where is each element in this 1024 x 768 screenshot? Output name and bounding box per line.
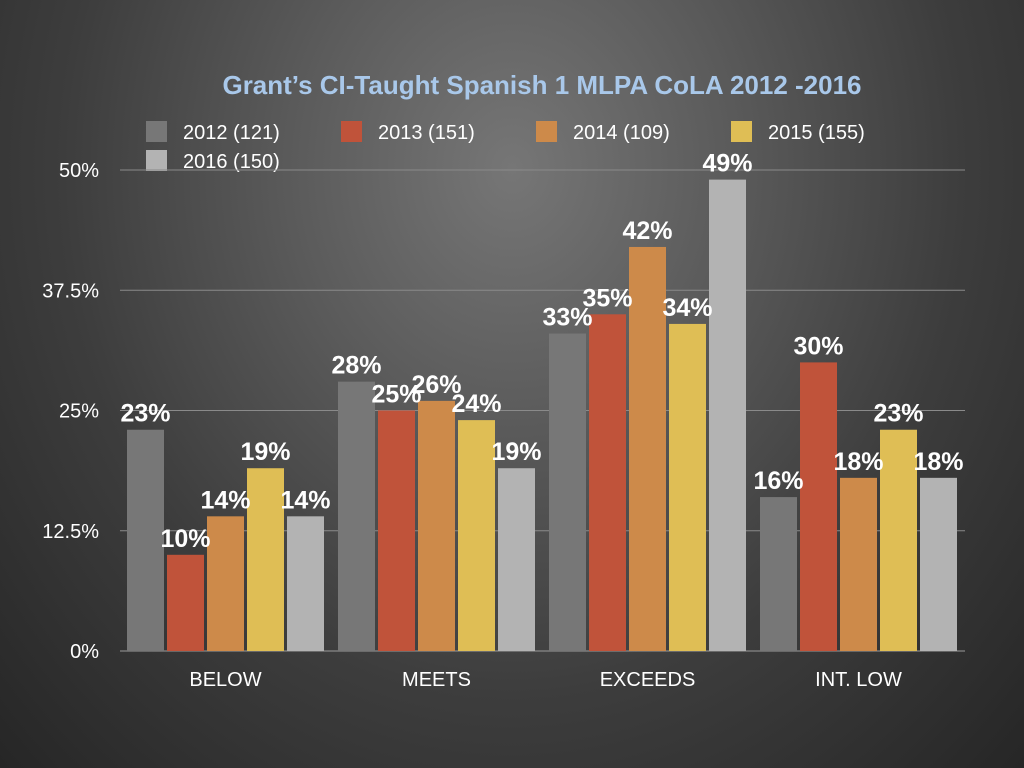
legend-label: 2013 (151): [378, 122, 475, 144]
data-label: 14%: [280, 486, 330, 514]
x-tick-label: EXCEEDS: [600, 669, 696, 691]
data-label: 24%: [451, 390, 501, 418]
y-tick-label: 50%: [59, 160, 99, 182]
bar: [629, 246, 666, 651]
y-tick-label: 0%: [70, 641, 99, 663]
legend-swatch: [731, 121, 752, 142]
bar: [338, 381, 375, 651]
data-label: 19%: [240, 438, 290, 466]
data-label: 35%: [582, 284, 632, 312]
legend-swatch: [146, 121, 167, 142]
data-label: 14%: [200, 486, 250, 514]
legend: 2012 (121) 2013 (151) 2014 (109) 2015 (155)…: [146, 121, 865, 173]
bar: [458, 420, 495, 651]
data-label: 26%: [411, 371, 461, 399]
y-tick-label: 37.5%: [42, 280, 99, 302]
x-tick-label: MEETS: [402, 669, 471, 691]
data-label: 34%: [662, 294, 712, 322]
data-label: 42%: [622, 217, 672, 245]
bar: [800, 362, 837, 651]
data-label: 18%: [833, 448, 883, 476]
grid: [120, 169, 965, 652]
data-label: 28%: [331, 352, 381, 380]
y-axis: 0% 12.5% 25% 37.5% 50%: [42, 160, 99, 663]
data-label: 19%: [491, 438, 541, 466]
legend-label: 2016 (150): [183, 151, 280, 173]
legend-swatch: [341, 121, 362, 142]
data-label: 10%: [160, 525, 210, 553]
bar: [207, 516, 244, 651]
chart-title: Grant’s CI-Taught Spanish 1 MLPA CoLA 20…: [222, 70, 861, 100]
data-label: 23%: [873, 400, 923, 428]
bar: [589, 314, 626, 651]
x-axis: BELOW MEETS EXCEEDS INT. LOW: [189, 669, 902, 691]
bars: [127, 179, 957, 651]
x-tick-label: INT. LOW: [815, 669, 902, 691]
legend-label: 2015 (155): [768, 122, 865, 144]
bar: [167, 554, 204, 651]
y-tick-label: 12.5%: [42, 521, 99, 543]
data-label: 33%: [542, 304, 592, 332]
bar: [127, 429, 164, 651]
data-label: 16%: [753, 467, 803, 495]
data-label: 25%: [371, 381, 421, 409]
bar: [669, 323, 706, 651]
bar: [287, 516, 324, 651]
data-label: 30%: [793, 332, 843, 360]
legend-label: 2014 (109): [573, 122, 670, 144]
data-label: 18%: [913, 448, 963, 476]
bar: [920, 477, 957, 651]
bar: [418, 400, 455, 651]
bar: [549, 333, 586, 651]
data-label: 49%: [702, 150, 752, 178]
bar: [378, 410, 415, 651]
bar: [247, 468, 284, 651]
y-tick-label: 25%: [59, 401, 99, 423]
data-label: 23%: [120, 400, 170, 428]
bar: [880, 429, 917, 651]
bar: [840, 477, 877, 651]
x-tick-label: BELOW: [189, 669, 261, 691]
bar: [709, 179, 746, 651]
legend-label: 2012 (121): [183, 122, 280, 144]
bar: [760, 497, 797, 651]
legend-swatch: [536, 121, 557, 142]
data-labels: 23% 28% 33% 16% 10% 25% 35% 30% 14% 26% 42% 18% 19% 2…: [120, 150, 963, 553]
bar: [498, 468, 535, 651]
legend-swatch: [146, 150, 167, 171]
